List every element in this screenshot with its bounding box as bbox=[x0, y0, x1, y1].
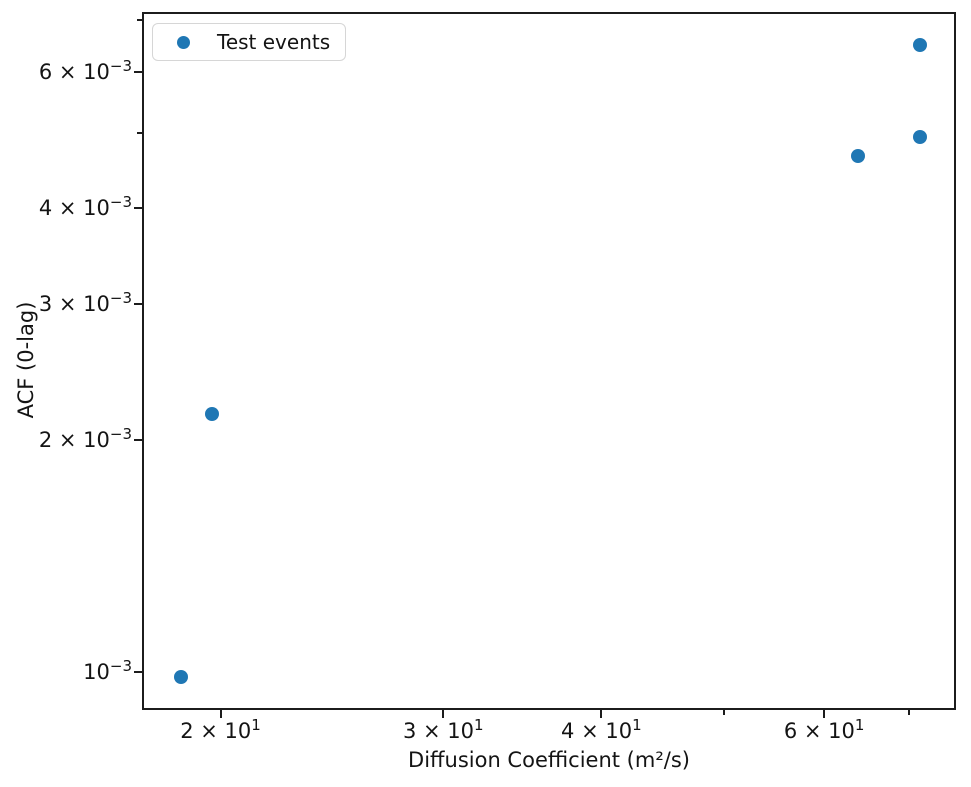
x-axis-major-tick bbox=[823, 710, 826, 718]
tick-label-base: 2 × 10 bbox=[38, 427, 110, 452]
tick-label-exponent: −3 bbox=[109, 288, 132, 307]
scatter-point bbox=[205, 407, 220, 421]
y-axis-major-tick bbox=[134, 302, 142, 305]
x-axis-tick-label: 6 × 101 bbox=[784, 717, 865, 743]
x-axis-minor-tick bbox=[723, 710, 725, 715]
x-axis-minor-tick bbox=[908, 710, 910, 715]
plot-area bbox=[142, 12, 956, 710]
x-axis-tick-label: 4 × 101 bbox=[561, 717, 642, 743]
x-axis-major-tick bbox=[442, 710, 445, 718]
legend-entry-label: Test events bbox=[217, 30, 331, 54]
tick-label-base: 10 bbox=[83, 659, 110, 684]
tick-label-exponent: −3 bbox=[109, 192, 132, 211]
y-axis-minor-tick bbox=[137, 19, 142, 21]
tick-label-exponent: 1 bbox=[632, 716, 642, 734]
legend-marker-dot-icon bbox=[177, 35, 190, 49]
x-axis-major-tick bbox=[219, 710, 222, 718]
x-axis-tick-label: 2 × 101 bbox=[180, 717, 261, 743]
y-axis-tick-label: 10−3 bbox=[83, 658, 132, 684]
tick-label-base: 6 × 10 bbox=[38, 59, 110, 84]
y-axis-tick-label: 2 × 10−3 bbox=[38, 424, 132, 452]
x-axis-major-tick bbox=[600, 710, 603, 718]
scatter-point bbox=[912, 129, 927, 144]
y-axis-minor-tick bbox=[137, 132, 142, 134]
x-axis-tick-label: 3 × 101 bbox=[403, 717, 484, 743]
legend: Test events bbox=[152, 23, 346, 61]
tick-label-exponent: 1 bbox=[251, 716, 261, 734]
tick-label-base: 4 × 10 bbox=[38, 195, 110, 220]
y-axis-tick-label: 3 × 10−3 bbox=[39, 290, 132, 316]
tick-label-exponent: −3 bbox=[109, 656, 132, 675]
tick-label-base: 3 × 10 bbox=[38, 291, 110, 316]
y-axis-major-tick bbox=[134, 438, 142, 441]
tick-label-base: 3 × 10 bbox=[402, 719, 475, 743]
scatter-point bbox=[912, 37, 927, 52]
y-axis-tick-label: 6 × 10−3 bbox=[38, 56, 132, 84]
y-axis-major-tick bbox=[134, 70, 142, 73]
tick-label-base: 6 × 10 bbox=[783, 719, 855, 743]
x-axis-label: Diffusion Coefficient (m²/s) bbox=[408, 748, 690, 772]
tick-label-base: 4 × 10 bbox=[561, 719, 633, 743]
tick-label-exponent: −3 bbox=[109, 56, 132, 75]
y-axis-major-tick bbox=[134, 670, 142, 673]
y-axis-label: ACF (0-lag) bbox=[14, 301, 38, 419]
y-axis-tick-label: 4 × 10−3 bbox=[38, 192, 132, 220]
scatter-point bbox=[850, 149, 865, 164]
tick-label-exponent: 1 bbox=[854, 716, 865, 734]
y-axis-major-tick bbox=[134, 206, 142, 209]
tick-label-exponent: −3 bbox=[109, 424, 132, 443]
tick-label-base: 2 × 10 bbox=[180, 719, 252, 743]
scatter-point bbox=[173, 669, 188, 684]
tick-label-exponent: 1 bbox=[474, 716, 484, 734]
